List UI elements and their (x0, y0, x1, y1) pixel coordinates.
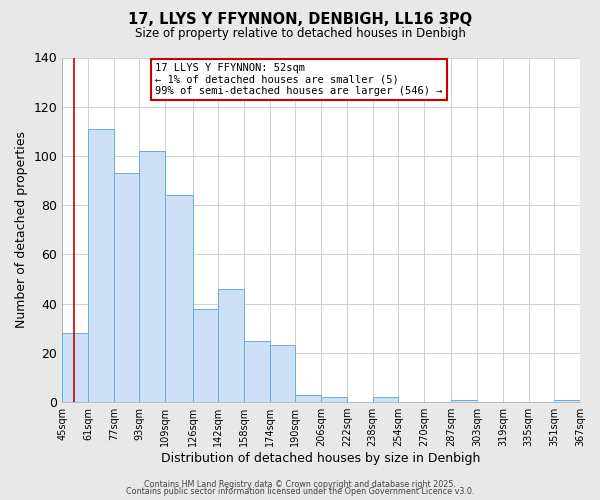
Y-axis label: Number of detached properties: Number of detached properties (15, 132, 28, 328)
Bar (321, 397, 347, 402)
Bar (139, 151, 165, 402)
Bar (269, 346, 295, 402)
Text: 17, LLYS Y FFYNNON, DENBIGH, LL16 3PQ: 17, LLYS Y FFYNNON, DENBIGH, LL16 3PQ (128, 12, 472, 28)
Bar (62, 333, 88, 402)
Text: Contains public sector information licensed under the Open Government Licence v3: Contains public sector information licen… (126, 488, 474, 496)
Text: 17 LLYS Y FFYNNON: 52sqm
← 1% of detached houses are smaller (5)
99% of semi-det: 17 LLYS Y FFYNNON: 52sqm ← 1% of detache… (155, 62, 443, 96)
Bar (114, 173, 139, 402)
X-axis label: Distribution of detached houses by size in Denbigh: Distribution of detached houses by size … (161, 452, 481, 465)
Text: Contains HM Land Registry data © Crown copyright and database right 2025.: Contains HM Land Registry data © Crown c… (144, 480, 456, 489)
Bar (88, 129, 114, 402)
Bar (218, 289, 244, 402)
Bar (451, 400, 477, 402)
Text: Size of property relative to detached houses in Denbigh: Size of property relative to detached ho… (134, 28, 466, 40)
Bar (373, 397, 398, 402)
Bar (193, 308, 218, 402)
Bar (244, 340, 269, 402)
Bar (165, 196, 193, 402)
Bar (295, 394, 321, 402)
Bar (554, 400, 580, 402)
